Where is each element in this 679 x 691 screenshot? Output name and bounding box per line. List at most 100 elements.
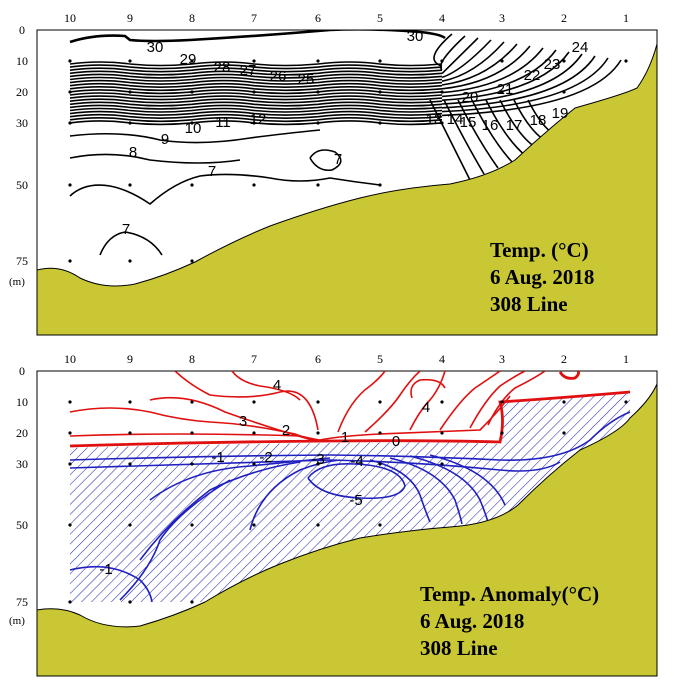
isotherm (69, 76, 443, 82)
sample-point (378, 400, 382, 404)
contour-label: 7 (334, 151, 342, 168)
sample-point (316, 400, 320, 404)
isotherm (433, 33, 453, 67)
sample-point (190, 59, 194, 63)
positive-contour-label: 0 (392, 433, 400, 450)
isotherm (69, 61, 443, 67)
isotherm (429, 99, 471, 181)
depth-tick-label: 20 (16, 85, 28, 99)
sample-point (128, 259, 132, 263)
sample-point (252, 523, 256, 527)
sample-point (316, 431, 320, 435)
isotherm (69, 117, 443, 123)
sample-point (252, 431, 256, 435)
sample-point (500, 400, 504, 404)
isotherm (69, 86, 443, 92)
sample-point (500, 59, 504, 63)
contour-label: 20 (462, 89, 479, 106)
station-tick-label: 1 (623, 352, 629, 366)
sample-point (378, 90, 382, 94)
sample-point (252, 121, 256, 125)
panel-title: Temp. Anomaly(°C) (420, 582, 599, 606)
isotherm (441, 43, 518, 86)
sample-point (378, 431, 382, 435)
isotherm (441, 55, 596, 109)
negative-contours (69, 411, 631, 603)
sample-point (68, 523, 72, 527)
contour-label: 7 (122, 221, 130, 238)
sample-point (378, 523, 382, 527)
sample-point (190, 431, 194, 435)
sample-point (440, 59, 444, 63)
isotherm (441, 39, 492, 79)
sample-point (190, 523, 194, 527)
sample-point (378, 462, 382, 466)
contour-label: 12 (250, 111, 267, 128)
station-tick-label: 5 (377, 11, 383, 25)
isotherm (69, 107, 443, 113)
isotherm (69, 64, 443, 70)
sample-point (316, 462, 320, 466)
station-tick-label: 3 (499, 11, 505, 25)
sample-point (378, 183, 382, 187)
panel-date: 6 Aug. 2018 (490, 265, 594, 289)
positive-contour-label: 4 (422, 399, 430, 416)
sample-point (190, 400, 194, 404)
panel-title: Temp. (°C) (490, 238, 589, 262)
isotherm (441, 51, 570, 101)
isotherm (69, 82, 443, 88)
sample-point (68, 600, 72, 604)
isotherm (441, 45, 531, 90)
sample-point (562, 90, 566, 94)
sample-point (128, 59, 132, 63)
negative-contour-label: -2 (259, 449, 272, 466)
contour-label: 27 (240, 62, 257, 79)
contour-label: 13 (426, 111, 443, 128)
isotherm (69, 113, 443, 119)
sample-point (68, 259, 72, 263)
negative-contour-label: -3 (311, 451, 324, 468)
positive-contour-label: 1 (341, 429, 349, 446)
station-tick-label: 2 (561, 352, 567, 366)
station-tick-label: 8 (189, 11, 195, 25)
negative-contour-label: -1 (211, 449, 224, 466)
sample-point (190, 462, 194, 466)
sample-point (624, 400, 628, 404)
isotherm (441, 37, 479, 75)
station-tick-label: 8 (189, 352, 195, 366)
sample-point (378, 121, 382, 125)
negative-contour-label: -5 (349, 492, 362, 509)
isotherm (69, 98, 443, 104)
contour-label: 9 (161, 131, 169, 148)
sample-point (128, 462, 132, 466)
sample-point (378, 59, 382, 63)
positive-contours (69, 371, 631, 448)
contour-label: 14 (447, 111, 464, 128)
sample-point (190, 183, 194, 187)
depth-tick-label: 10 (16, 54, 28, 68)
seabed (36, 383, 658, 677)
sample-point (128, 523, 132, 527)
sample-point (624, 59, 628, 63)
contour-label: 29 (180, 51, 197, 68)
station-tick-label: 6 (315, 352, 321, 366)
contour-label: 22 (524, 67, 541, 84)
isotherm (441, 59, 622, 117)
station-tick-label: 10 (64, 11, 76, 25)
negative-contour-label: -4 (350, 453, 363, 470)
isotherm (441, 53, 583, 105)
station-tick-label: 9 (127, 11, 133, 25)
contour-label: 10 (185, 120, 202, 137)
station-tick-label: 7 (251, 11, 257, 25)
isotherm (443, 99, 485, 175)
panel-line: 308 Line (420, 636, 498, 660)
depth-tick-label: 50 (16, 518, 28, 532)
station-tick-label: 5 (377, 352, 383, 366)
sample-point (128, 90, 132, 94)
sample-point (440, 400, 444, 404)
contour-label: 28 (214, 59, 231, 76)
sample-point (440, 121, 444, 125)
contour-label: 8 (129, 144, 137, 161)
station-tick-label: 9 (127, 352, 133, 366)
